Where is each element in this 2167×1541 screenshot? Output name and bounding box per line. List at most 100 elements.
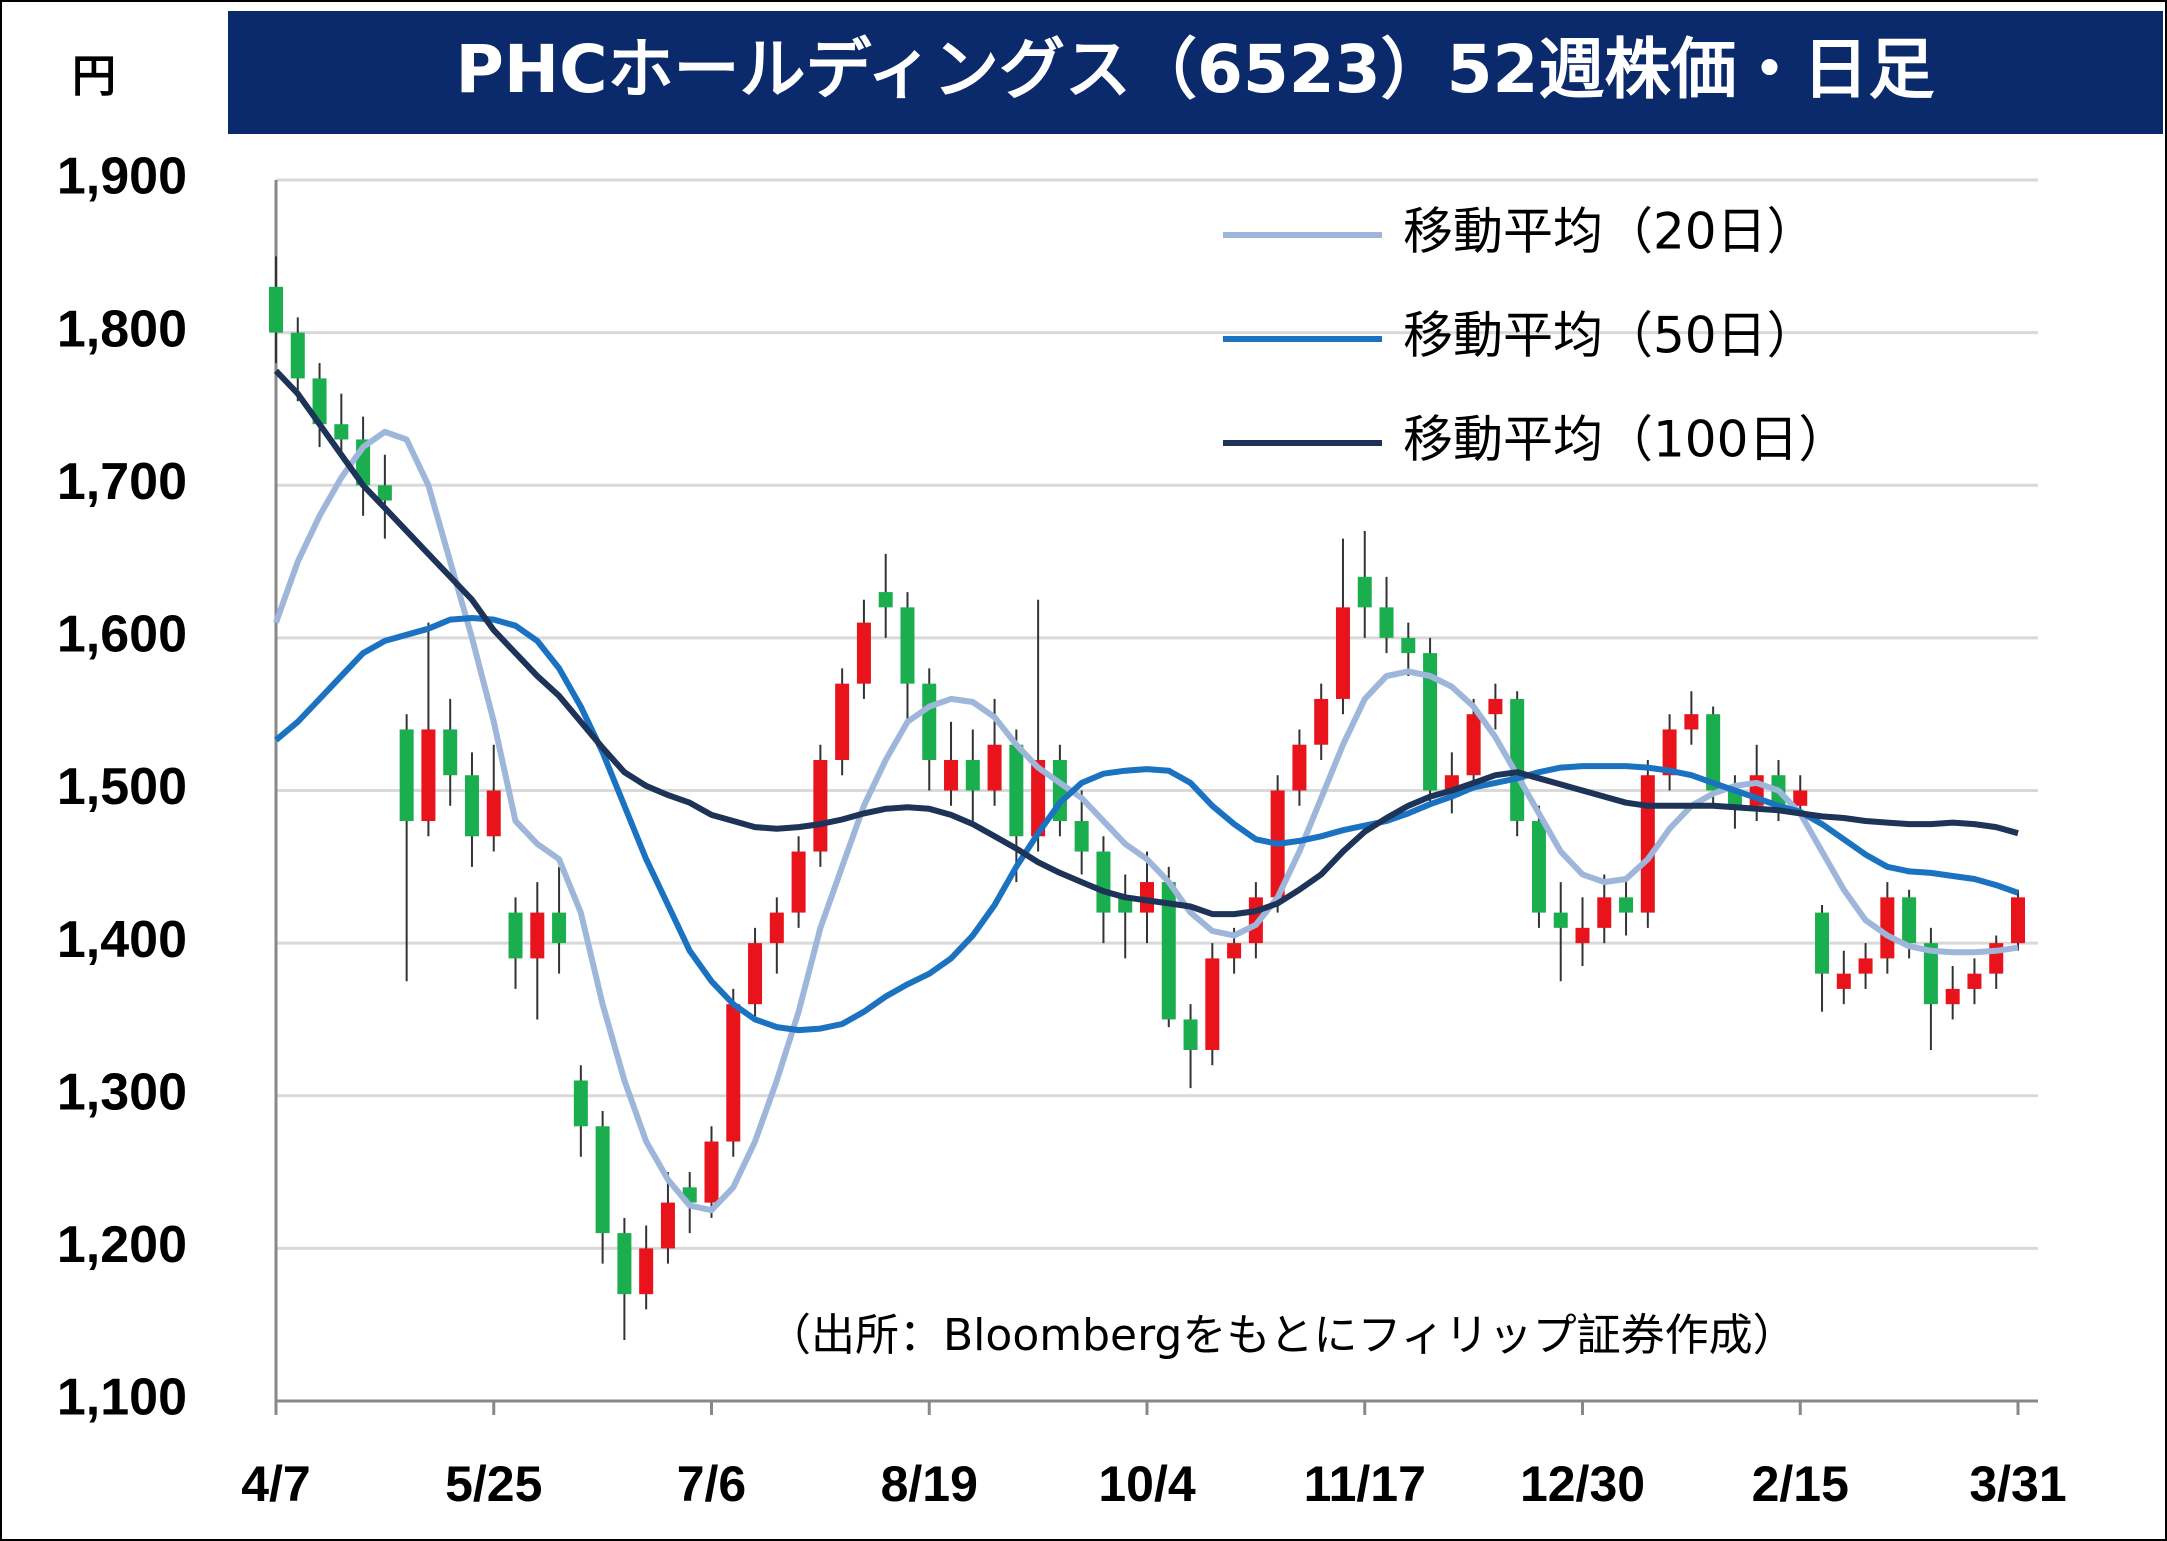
candle-body [1815,912,1830,974]
x-tick-label: 10/4 [1098,1456,1196,1512]
candle-body [312,378,327,425]
candle-body [965,759,980,791]
x-tick-label: 12/30 [1520,1456,1645,1512]
legend-label: 移動平均（100日） [1403,411,1848,469]
candle-body [1379,607,1394,638]
candle-body [856,622,871,684]
candle-body [1858,958,1873,974]
y-tick-label: 1,600 [57,606,187,664]
candle-body [443,729,458,776]
candle-body [1292,744,1307,791]
candle-body [1880,897,1895,959]
candle-body [1902,897,1917,944]
candle-body [1009,744,1024,837]
candle-body [1640,775,1655,913]
legend-label: 移動平均（20日） [1403,203,1817,261]
candle-body [1488,698,1503,715]
x-tick-label: 11/17 [1304,1456,1426,1512]
candle-body [421,729,436,822]
candle-body [1401,637,1416,654]
chart-title: PHCホールディングス（6523）52週株価・日足 [456,31,1935,108]
candle-body [813,759,828,852]
candle-body [377,485,392,501]
candle-body [1923,943,1938,1005]
candle-body [726,1004,741,1142]
candle-body [1836,973,1851,989]
y-tick-label: 1,500 [57,758,187,816]
candle-body [704,1141,719,1203]
y-tick-label: 1,200 [57,1216,187,1274]
candle-body [1510,698,1525,822]
candle-body [1335,607,1350,699]
candle-body [1967,973,1982,989]
candle-body [486,790,501,837]
candle-body [1118,897,1133,913]
candle-body [508,912,523,959]
candle-body [1161,882,1176,1020]
y-tick-label: 1,100 [57,1369,187,1427]
candle-body [1945,988,1960,1005]
y-tick-label: 1,900 [57,148,187,206]
moving-average-line [273,368,2019,918]
candle-body [269,286,283,333]
legend-label: 移動平均（50日） [1403,307,1817,365]
candle-body [835,683,850,760]
x-tick-label: 8/19 [881,1456,978,1512]
candle-body [1031,759,1046,837]
candle-body [1793,790,1808,806]
x-tick-label: 4/7 [241,1456,311,1512]
x-tick-label: 3/31 [1969,1456,2066,1512]
candle-body [791,851,806,913]
candle-body [769,912,784,944]
candle-body [464,775,479,837]
candle-body [1314,698,1329,745]
candle-body [900,607,915,684]
candle-body [987,744,1002,791]
candle-body [1553,912,1568,928]
title-bar [228,11,2163,134]
candle-body [573,1080,588,1127]
candle-body [1575,927,1590,944]
candle-body [878,592,893,608]
candle-body [334,424,349,440]
y-tick-label: 1,300 [57,1063,187,1121]
candle-body [922,683,937,760]
source-note: （出所：Bloombergをもとにフィリップ証券作成） [767,1310,1797,1361]
candle-body [617,1233,632,1295]
moving-average-line [274,615,2019,1034]
candle-body [660,1202,675,1249]
candle-body [1531,821,1546,913]
candle-body [1183,1019,1198,1050]
candle-body [748,943,763,1005]
candle-body [1074,821,1089,852]
candle-body [2011,897,2025,944]
y-tick-label: 1,800 [57,300,187,358]
y-tick-label: 1,400 [57,911,187,969]
candle-body [1227,943,1242,959]
candle-body [1096,851,1111,913]
candle-body [1140,882,1154,913]
candle-body [1662,729,1677,776]
candle-body [552,912,567,944]
candle-body [530,912,545,959]
x-tick-label: 5/25 [445,1456,542,1512]
candle-body [1619,897,1634,913]
candle-body [1597,897,1612,928]
candle-body [1357,576,1372,608]
candle-body [1205,958,1220,1050]
candle-body [1684,714,1699,730]
y-unit: 円 [72,51,116,102]
candle-body [944,759,959,791]
candle-body [1706,714,1721,791]
candle-body [1466,714,1481,776]
candle-body [399,729,414,822]
y-tick-label: 1,700 [57,453,187,511]
x-tick-label: 2/15 [1752,1456,1849,1512]
x-tick-label: 7/6 [677,1456,747,1512]
candle-body [639,1248,654,1295]
candle-body [1423,653,1438,791]
candle-body [290,332,305,379]
candle-body [595,1126,610,1234]
